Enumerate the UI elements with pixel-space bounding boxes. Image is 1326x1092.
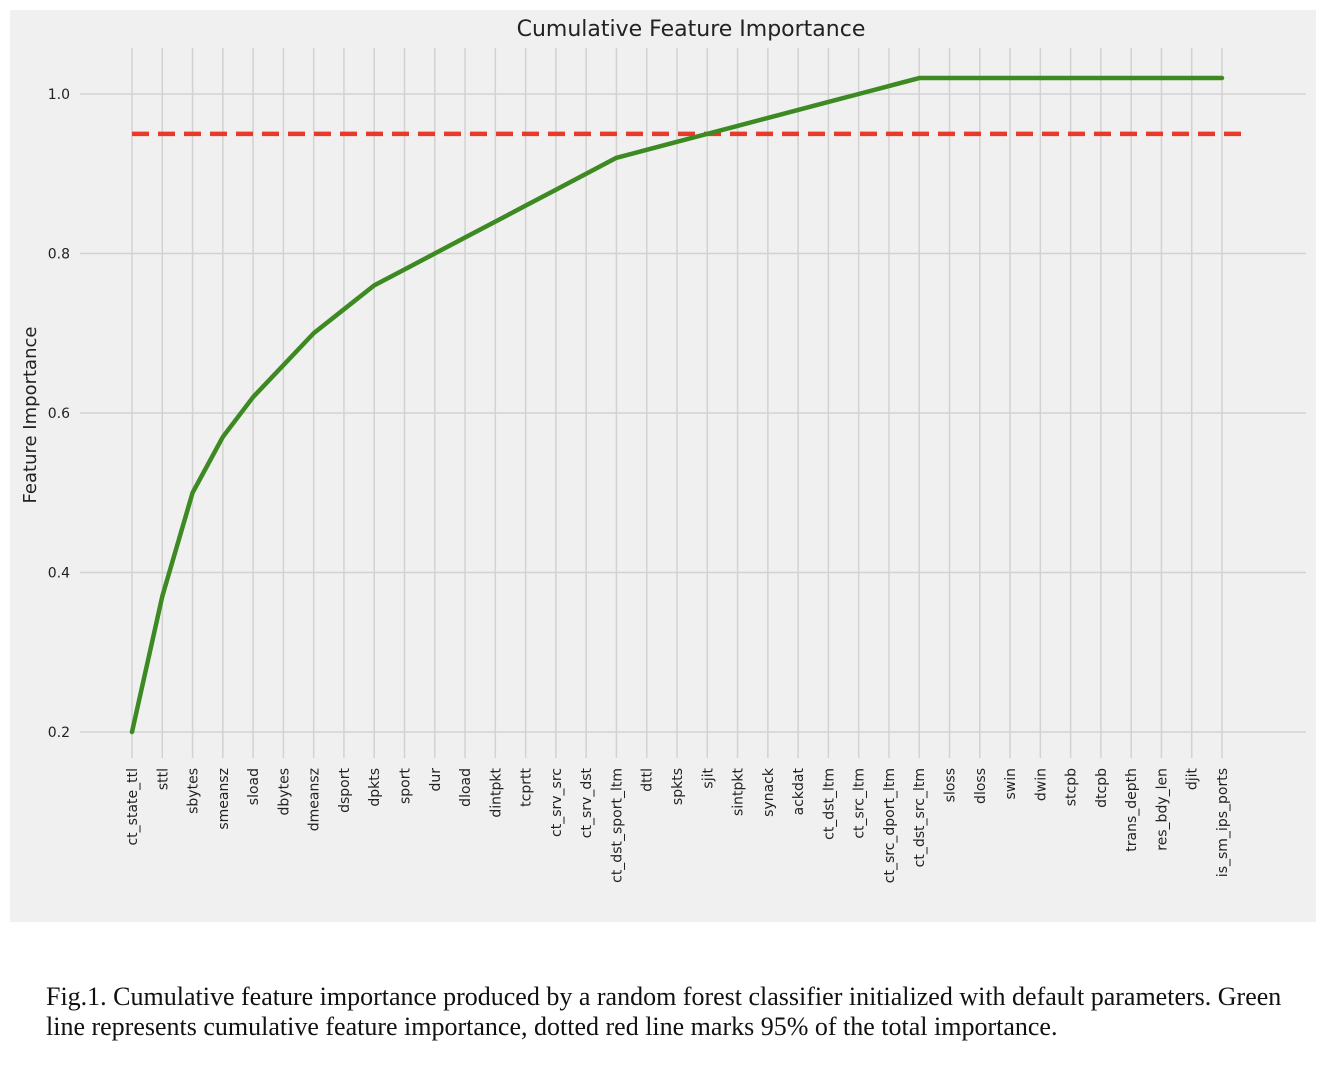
x-tick-label: tcprtt [519,767,535,806]
grid [80,48,1306,758]
x-tick-label: sport [398,767,414,804]
x-tick-label: sjit [700,767,716,788]
x-tick-label: synack [761,767,777,817]
y-tick-label: 1.0 [48,87,70,103]
x-tick-label: djit [1185,767,1201,790]
chart-svg: 0.2 0.4 0.6 0.8 1.0 ct_state_ttl sttl sbytes sm… [20,17,1306,883]
x-tick-labels: ct_state_ttl sttl sbytes smeansz sload dbytes… [125,767,1231,883]
x-tick-label: dttl [640,768,656,792]
x-tick-label: sttl [155,768,171,790]
x-tick-label: dmeansz [307,768,323,831]
x-tick-label: ct_src_ltm [852,768,868,839]
x-tick-label: dpkts [367,768,383,807]
figure-caption: Fig.1. Cumulative feature importance pro… [46,982,1282,1041]
series-layer [129,75,1225,735]
x-tick-label: dload [458,768,474,807]
x-tick-label: sloss [943,768,959,802]
x-tick-label: swin [1003,768,1019,800]
x-tick-label: ct_srv_src [549,768,565,837]
x-tick-label: sload [246,768,262,805]
x-tick-label: stcpb [1064,768,1080,806]
x-tick-label: res_bdy_len [1154,768,1170,851]
x-tick-label: dintpkt [488,767,504,817]
chart-figure: 0.2 0.4 0.6 0.8 1.0 ct_state_ttl sttl sbytes sm… [10,10,1316,922]
x-tick-label: is_sm_ips_ports [1215,768,1231,877]
x-tick-label: spkts [670,768,686,805]
x-tick-label: ct_state_ttl [125,768,141,846]
y-tick-label: 0.8 [48,247,70,263]
chart-title: Cumulative Feature Importance [517,17,866,42]
x-tick-label: trans_depth [1124,768,1140,852]
x-tick-label: sintpkt [731,767,747,816]
x-tick-label: smeansz [216,768,232,830]
x-tick-label: sbytes [186,768,202,814]
x-tick-label: dur [428,768,444,792]
x-tick-label: ackdat [791,767,807,815]
x-tick-label: ct_src_dport_ltm [882,768,898,883]
y-tick-label: 0.4 [48,566,70,582]
x-tick-label: dsport [337,768,353,813]
x-tick-label: dbytes [276,768,292,815]
x-tick-label: dwin [1033,768,1049,801]
x-tick-label: ct_srv_dst [579,768,595,839]
x-tick-label: dtcpb [1094,768,1110,808]
x-tick-label: dloss [973,768,989,804]
y-tick-labels: 0.2 0.4 0.6 0.8 1.0 [48,87,70,741]
y-tick-label: 0.2 [48,725,70,741]
y-axis-label: Feature Importance [20,327,41,504]
y-tick-label: 0.6 [48,406,70,422]
x-tick-label: ct_dst_src_ltm [912,768,928,867]
x-tick-label: ct_dst_sport_ltm [609,768,625,883]
x-tick-label: ct_dst_ltm [821,768,837,840]
